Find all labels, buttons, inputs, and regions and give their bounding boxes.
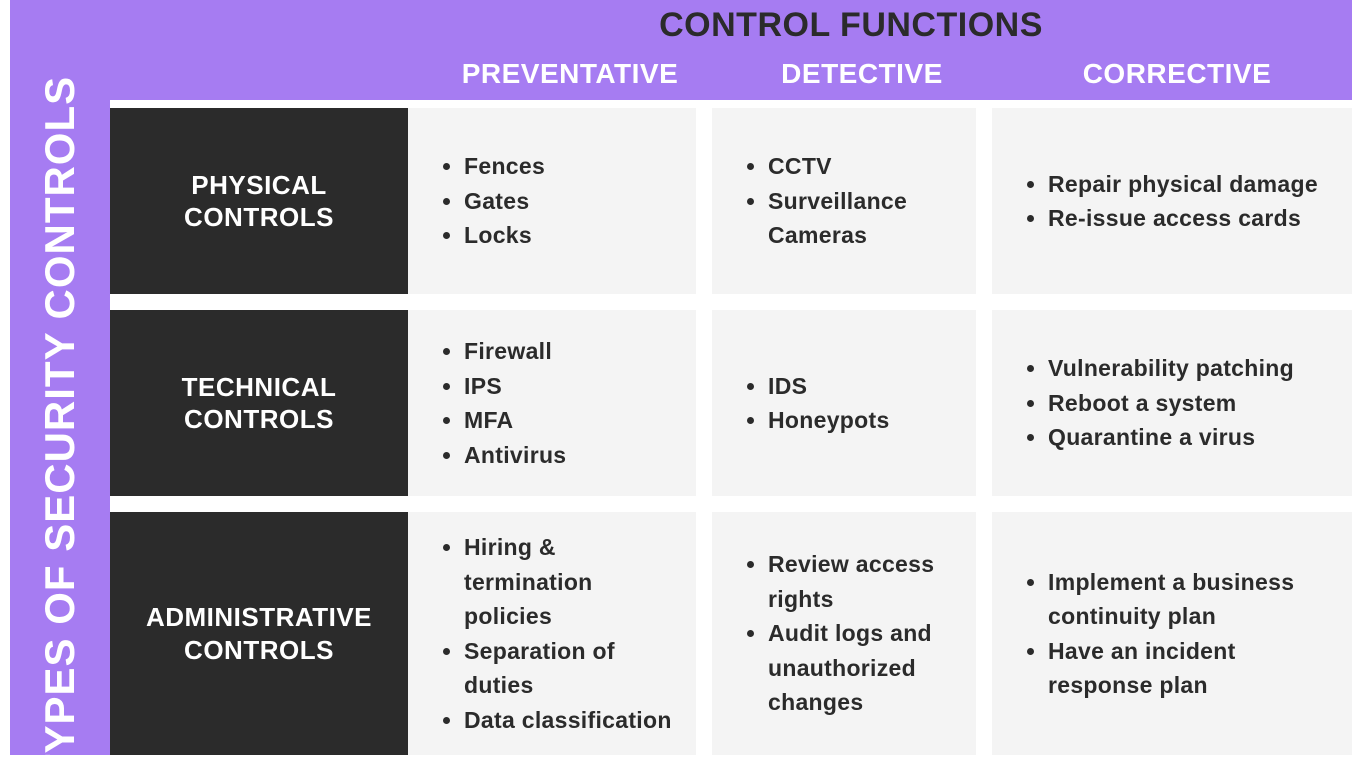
matrix-row-administrative: ADMINISTRATIVE CONTROLS Hiring & termina… [110, 512, 1352, 755]
list-item: Quarantine a virus [1048, 420, 1294, 455]
list: Fences Gates Locks [446, 149, 545, 253]
list: CCTV Surveillance Cameras [750, 149, 966, 253]
list-item: IPS [464, 369, 566, 404]
list-item: Firewall [464, 334, 566, 369]
list-item: Review access rights [768, 547, 966, 616]
list-item: Re-issue access cards [1048, 201, 1318, 236]
list-item: Gates [464, 184, 545, 219]
list-item: Reboot a system [1048, 386, 1294, 421]
row-label-technical: TECHNICAL CONTROLS [110, 310, 408, 496]
list-item: Honeypots [768, 403, 890, 438]
list-item: Locks [464, 218, 545, 253]
header-banner: CONTROL FUNCTIONS PREVENTATIVE DETECTIVE… [10, 0, 1352, 100]
column-headers-row: PREVENTATIVE DETECTIVE CORRECTIVE [10, 48, 1352, 100]
cell-administrative-detective: Review access rights Audit logs and unau… [712, 512, 992, 755]
list-item: Antivirus [464, 438, 566, 473]
list: Vulnerability patching Reboot a system Q… [1030, 351, 1294, 455]
side-label: TYPES OF SECURITY CONTROLS [36, 75, 84, 765]
cell-technical-corrective: Vulnerability patching Reboot a system Q… [992, 310, 1352, 496]
list-item: Separation of duties [464, 634, 686, 703]
col-header-detective: DETECTIVE [722, 48, 1002, 100]
list: IDS Honeypots [750, 369, 890, 438]
cell-physical-corrective: Repair physical damage Re-issue access c… [992, 108, 1352, 294]
list-item: MFA [464, 403, 566, 438]
side-rail: TYPES OF SECURITY CONTROLS [10, 100, 110, 755]
list: Implement a business continuity plan Hav… [1030, 565, 1342, 703]
cell-technical-preventative: Firewall IPS MFA Antivirus [408, 310, 712, 496]
security-controls-matrix: CONTROL FUNCTIONS PREVENTATIVE DETECTIVE… [0, 0, 1362, 765]
matrix-body: PHYSICAL CONTROLS Fences Gates Locks CCT… [110, 100, 1352, 755]
row-label-physical: PHYSICAL CONTROLS [110, 108, 408, 294]
list-item: Surveillance Cameras [768, 184, 966, 253]
cell-technical-detective: IDS Honeypots [712, 310, 992, 496]
list-item: Data classification [464, 703, 686, 738]
matrix-row-technical: TECHNICAL CONTROLS Firewall IPS MFA Anti… [110, 310, 1352, 496]
list-item: Have an incident response plan [1048, 634, 1342, 703]
cell-physical-detective: CCTV Surveillance Cameras [712, 108, 992, 294]
list-item: Hiring & termination policies [464, 530, 686, 634]
list: Hiring & termination policies Separation… [446, 530, 686, 737]
list-item: Fences [464, 149, 545, 184]
list-item: Audit logs and unauthorized changes [768, 616, 966, 720]
list-item: Repair physical damage [1048, 167, 1318, 202]
list-item: Vulnerability patching [1048, 351, 1294, 386]
row-label-administrative: ADMINISTRATIVE CONTROLS [110, 512, 408, 755]
list-item: CCTV [768, 149, 966, 184]
list: Review access rights Audit logs and unau… [750, 547, 966, 720]
cell-administrative-corrective: Implement a business continuity plan Hav… [992, 512, 1352, 755]
header-title: CONTROL FUNCTIONS [10, 6, 1352, 45]
list-item: Implement a business continuity plan [1048, 565, 1342, 634]
matrix-row-physical: PHYSICAL CONTROLS Fences Gates Locks CCT… [110, 108, 1352, 294]
col-header-corrective: CORRECTIVE [1002, 48, 1352, 100]
col-header-preventative: PREVENTATIVE [418, 48, 722, 100]
list: Firewall IPS MFA Antivirus [446, 334, 566, 472]
cell-administrative-preventative: Hiring & termination policies Separation… [408, 512, 712, 755]
list-item: IDS [768, 369, 890, 404]
cell-physical-preventative: Fences Gates Locks [408, 108, 712, 294]
list: Repair physical damage Re-issue access c… [1030, 167, 1318, 236]
